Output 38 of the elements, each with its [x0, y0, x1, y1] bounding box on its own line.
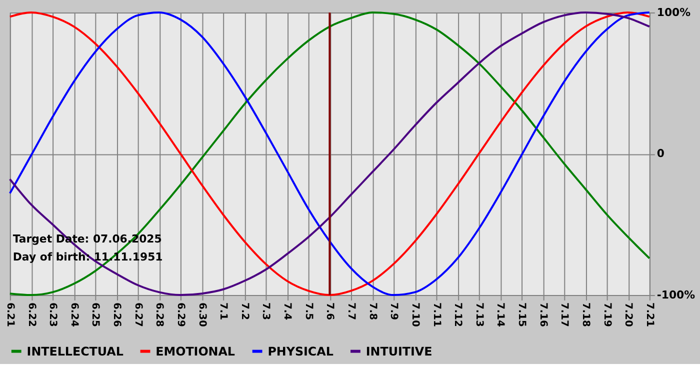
- x-tick-label: 7.12: [452, 302, 464, 328]
- x-tick-label: 7.9: [388, 302, 400, 320]
- x-tick-label: 7.6: [324, 302, 336, 320]
- x-tick-label: 6.26: [111, 302, 122, 328]
- x-tick-label: 7.16: [537, 302, 548, 328]
- x-tick-label: 7.14: [494, 302, 506, 328]
- x-tick-label: 7.3: [260, 302, 272, 320]
- y-tick-label: 100%: [656, 6, 691, 19]
- x-tick-label: 7.10: [409, 302, 420, 328]
- x-tick-label: 7.7: [346, 302, 357, 320]
- x-tick-label: 7.11: [430, 302, 442, 328]
- x-tick-label: 7.21: [644, 302, 655, 328]
- x-tick-label: 6.28: [154, 302, 165, 328]
- legend-label: INTELLECTUAL: [26, 344, 124, 358]
- x-tick-label: 7.19: [601, 302, 612, 328]
- y-tick-label: -100%: [656, 288, 696, 302]
- x-tick-label: 7.4: [282, 302, 293, 320]
- legend-label: EMOTIONAL: [156, 344, 236, 358]
- x-tick-label: 7.1: [218, 302, 229, 320]
- x-tick-label: 6.23: [47, 302, 58, 328]
- x-tick-label: 6.25: [90, 302, 101, 328]
- x-tick-label: 7.15: [516, 302, 528, 328]
- x-tick-label: 7.20: [622, 302, 634, 328]
- x-tick-label: 6.24: [68, 302, 80, 328]
- x-tick-label: 7.17: [558, 302, 570, 328]
- x-tick-label: 7.8: [366, 302, 378, 320]
- x-tick-label: 6.30: [196, 302, 208, 328]
- x-tick-label: 6.21: [4, 302, 16, 328]
- legend-label: PHYSICAL: [268, 344, 334, 358]
- x-tick-label: 7.5: [302, 302, 314, 320]
- x-tick-label: 7.13: [473, 302, 484, 328]
- x-tick-label: 7.2: [238, 302, 250, 320]
- x-tick-label: 6.27: [132, 302, 144, 328]
- y-tick-label: 0: [656, 147, 665, 160]
- x-tick-label: 7.18: [580, 302, 592, 328]
- x-tick-label: 6.22: [26, 302, 37, 328]
- x-tick-label: 6.29: [174, 302, 186, 328]
- legend-label: INTUITIVE: [366, 344, 432, 358]
